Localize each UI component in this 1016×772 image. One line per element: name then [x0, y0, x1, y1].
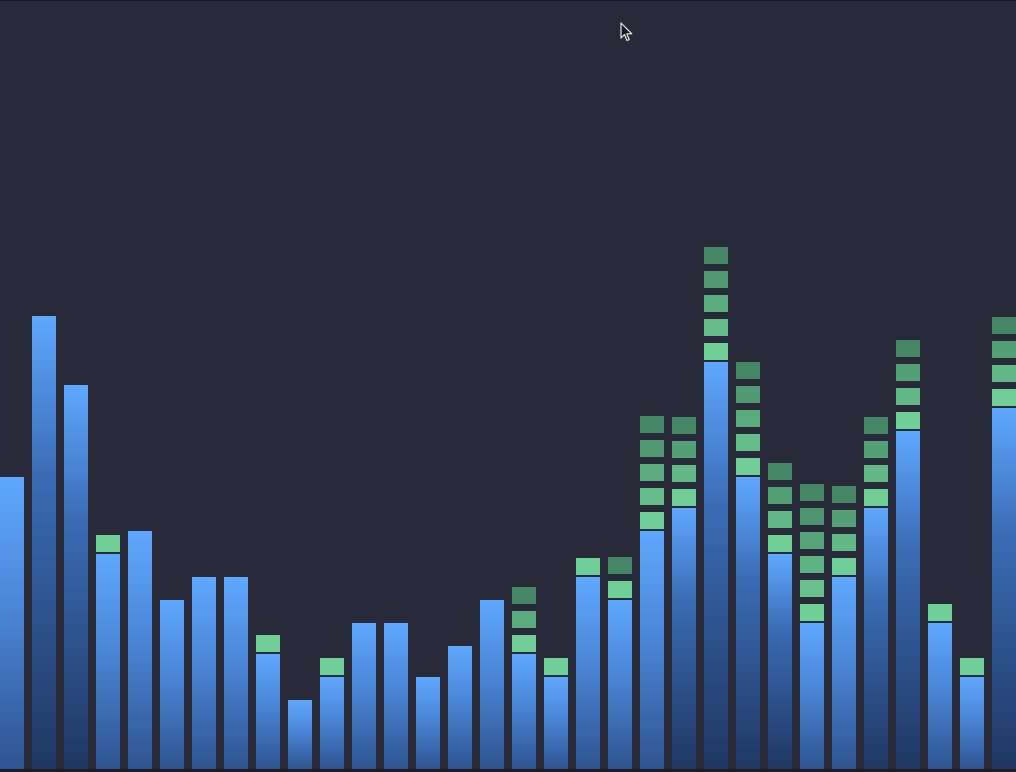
peak-segment — [512, 611, 536, 628]
spectrum-bar — [960, 677, 984, 769]
peak-segment — [640, 512, 664, 529]
peak-segment — [800, 580, 824, 597]
arrow-cursor-icon — [620, 22, 633, 42]
peak-segment — [736, 458, 760, 475]
peak-segment — [992, 317, 1016, 334]
spectrum-bar — [128, 531, 152, 769]
spectrum-bar — [0, 477, 24, 769]
peak-segment — [640, 488, 664, 505]
spectrum-bar — [192, 577, 216, 769]
peak-segment — [672, 465, 696, 482]
peak-segment — [736, 410, 760, 427]
peak-segment — [256, 635, 280, 652]
spectrum-bar — [992, 408, 1016, 769]
peak-segment — [704, 319, 728, 336]
peak-segment — [800, 484, 824, 501]
peak-segment — [736, 386, 760, 403]
spectrum-bar — [768, 554, 792, 769]
spectrum-bar — [352, 623, 376, 769]
peak-segment — [768, 487, 792, 504]
peak-segment — [896, 340, 920, 357]
spectrum-bar — [32, 316, 56, 769]
peak-segment — [800, 556, 824, 573]
peak-segment — [768, 535, 792, 552]
spectrum-bar — [448, 646, 472, 769]
peak-segment — [864, 441, 888, 458]
peak-segment — [512, 635, 536, 652]
spectrum-bar — [160, 600, 184, 769]
peak-segment — [736, 434, 760, 451]
spectrum-bar — [704, 362, 728, 769]
spectrum-bar — [512, 654, 536, 769]
spectrum-bar — [96, 554, 120, 769]
spectrum-bar — [800, 623, 824, 769]
peak-segment — [640, 440, 664, 457]
spectrum-bar — [256, 654, 280, 769]
peak-segment — [512, 587, 536, 604]
peak-segment — [608, 557, 632, 574]
spectrum-bar — [288, 700, 312, 769]
spectrum-bar — [608, 600, 632, 769]
spectrum-bar — [640, 531, 664, 769]
spectrum-bar — [480, 600, 504, 769]
peak-segment — [992, 365, 1016, 382]
peak-segment — [832, 486, 856, 503]
peak-segment — [832, 534, 856, 551]
peak-segment — [864, 417, 888, 434]
peak-segment — [704, 271, 728, 288]
spectrum-bar — [928, 623, 952, 769]
spectrum-bar — [544, 677, 568, 769]
peak-segment — [768, 463, 792, 480]
peak-segment — [576, 558, 600, 575]
spectrum-bar — [416, 677, 440, 769]
spectrum-bar — [64, 385, 88, 769]
peak-segment — [896, 412, 920, 429]
peak-segment — [800, 508, 824, 525]
spectrum-bar — [224, 577, 248, 769]
peak-segment — [704, 247, 728, 264]
peak-segment — [672, 417, 696, 434]
spectrum-bar — [576, 577, 600, 769]
spectrum-bar — [384, 623, 408, 769]
peak-segment — [992, 341, 1016, 358]
peak-segment — [800, 532, 824, 549]
peak-segment — [608, 581, 632, 598]
visualizer-floor — [0, 769, 1016, 772]
peak-segment — [640, 464, 664, 481]
peak-segment — [832, 510, 856, 527]
peak-segment — [864, 489, 888, 506]
spectrum-bar — [896, 431, 920, 769]
peak-segment — [672, 489, 696, 506]
peak-segment — [736, 362, 760, 379]
peak-segment — [768, 511, 792, 528]
peak-segment — [672, 441, 696, 458]
peak-segment — [992, 389, 1016, 406]
spectrum-bar — [832, 577, 856, 769]
peak-segment — [704, 295, 728, 312]
peak-segment — [864, 465, 888, 482]
peak-segment — [928, 604, 952, 621]
peak-segment — [896, 364, 920, 381]
peak-segment — [960, 658, 984, 675]
peak-segment — [320, 658, 344, 675]
spectrum-bar — [672, 508, 696, 769]
spectrum-bar — [864, 508, 888, 769]
peak-segment — [832, 558, 856, 575]
peak-segment — [96, 535, 120, 552]
spectrum-bar — [320, 677, 344, 769]
peak-segment — [896, 388, 920, 405]
peak-segment — [704, 343, 728, 360]
peak-segment — [544, 658, 568, 675]
spectrum-bar — [736, 477, 760, 769]
peak-segment — [640, 416, 664, 433]
peak-segment — [800, 604, 824, 621]
